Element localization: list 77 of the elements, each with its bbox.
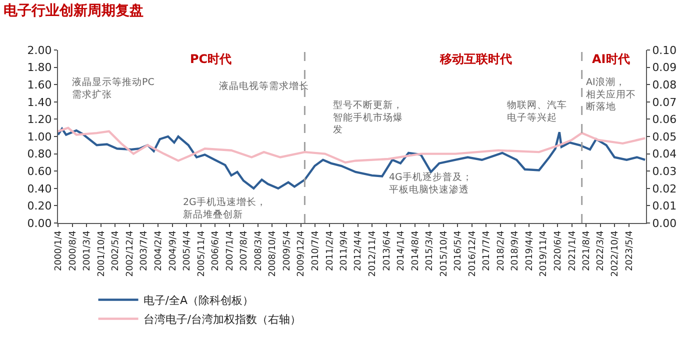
x-tick-label: 2016/5/4	[454, 230, 464, 272]
annotation: 型号不断更新，智能手机市场爆发	[333, 99, 403, 136]
annotation: 物联网、汽车电子等兴起	[507, 99, 567, 124]
x-tick-label: 2023/5/4	[624, 230, 635, 272]
y2-tick-label: 0.01	[652, 200, 677, 213]
y-tick-label: 0.80	[27, 148, 52, 161]
y2-tick-label: 0.10	[652, 44, 677, 57]
line-series	[58, 126, 646, 164]
y-tick-label: 1.00	[27, 130, 52, 144]
x-tick-label: 2006/6/4	[211, 230, 222, 272]
chart-title: 电子行业创新周期复盘	[3, 2, 144, 19]
x-tick-label: 2019/11/4	[539, 230, 550, 277]
x-tick-label: 2021/1/4	[568, 230, 578, 272]
x-tick-label: 2009/5/4	[282, 230, 292, 272]
legend-label: 电子/全A（除科创板）	[143, 294, 254, 308]
annotation: 液晶电视等需求增长	[219, 80, 309, 92]
y-tick-label: 0.60	[27, 164, 52, 178]
x-tick-label: 2011/9/4	[339, 230, 350, 272]
legend-label: 台湾电子/台湾加权指数（右轴）	[143, 313, 301, 326]
x-tick-label: 2017/7/4	[482, 230, 492, 272]
x-tick-label: 2015/10/4	[439, 230, 450, 277]
y2-tick-label: 0.09	[652, 61, 677, 74]
x-tick-label: 2008/10/4	[268, 230, 278, 277]
x-tick-label: 2005/11/4	[196, 230, 207, 277]
x-tick-label: 2008/3/4	[254, 230, 264, 272]
x-tick-label: 2011/2/4	[325, 230, 336, 272]
x-tick-label: 2010/7/4	[310, 230, 321, 272]
x-tick-label: 2018/2/4	[496, 230, 507, 272]
y2-tick-label: 0.04	[652, 148, 677, 161]
x-tick-label: 2004/9/4	[168, 230, 178, 272]
x-tick-label: 2015/3/4	[425, 230, 436, 272]
y2-tick-label: 0.03	[652, 164, 677, 178]
y2-tick-label: 0.08	[652, 78, 677, 92]
y-tick-label: 0.40	[27, 182, 52, 196]
annotation: 移动互联时代	[439, 52, 512, 66]
y-tick-label: 2.00	[27, 44, 52, 57]
x-tick-label: 2014/8/4	[410, 230, 421, 272]
x-tick-label: 2012/11/4	[368, 230, 378, 277]
x-tick-label: 2019/4/4	[524, 230, 535, 272]
y2-tick-label: 0.07	[652, 96, 677, 109]
x-tick-label: 2012/4/4	[354, 230, 364, 272]
x-tick-label: 2022/10/4	[610, 230, 621, 277]
x-tick-label: 2007/1/4	[225, 230, 236, 272]
x-tick-label: 2022/3/4	[596, 230, 606, 272]
y-tick-label: 1.80	[27, 61, 52, 74]
x-tick-label: 2004/2/4	[154, 230, 164, 272]
x-tick-label: 2001/3/4	[82, 230, 93, 272]
y2-tick-label: 0.00	[652, 216, 677, 230]
annotation: PC时代	[190, 52, 232, 66]
x-tick-label: 2014/1/4	[396, 230, 407, 272]
y-tick-label: 0.20	[27, 200, 52, 213]
annotation: 2G手机迅速增长，新品堆叠创新	[183, 196, 266, 220]
annotation: AI时代	[592, 52, 630, 66]
x-tick-label: 2001/10/4	[96, 230, 107, 277]
x-tick-label: 2013/6/4	[382, 230, 392, 272]
x-tick-label: 2018/9/4	[510, 230, 521, 272]
annotation: 4G手机逐步普及；平板电脑快速渗透	[389, 171, 472, 196]
y2-tick-label: 0.02	[652, 182, 677, 196]
x-tick-label: 2009/12/4	[296, 230, 307, 277]
y-tick-label: 0.00	[27, 216, 52, 230]
x-tick-label: 2005/4/4	[182, 230, 193, 272]
annotation: 液晶显示等推动PC需求扩张	[72, 76, 155, 100]
annotation: AI浪潮，相关应用不断落地	[586, 76, 636, 113]
x-tick-label: 2000/1/4	[54, 230, 64, 272]
x-tick-label: 2007/8/4	[240, 230, 250, 272]
y-tick-label: 1.60	[27, 78, 52, 92]
y-tick-label: 1.40	[27, 96, 52, 109]
y2-tick-label: 0.06	[652, 113, 677, 126]
y2-tick-label: 0.05	[652, 130, 677, 144]
x-tick-label: 2002/12/4	[125, 230, 136, 277]
x-tick-label: 2002/5/4	[111, 230, 122, 272]
x-tick-label: 2003/7/4	[140, 230, 150, 272]
x-tick-label: 2021/8/4	[582, 230, 592, 272]
x-tick-label: 2016/12/4	[468, 230, 478, 277]
x-tick-label: 2020/6/4	[554, 230, 564, 272]
x-tick-label: 2000/8/4	[68, 230, 78, 272]
y-tick-label: 1.20	[27, 113, 52, 126]
